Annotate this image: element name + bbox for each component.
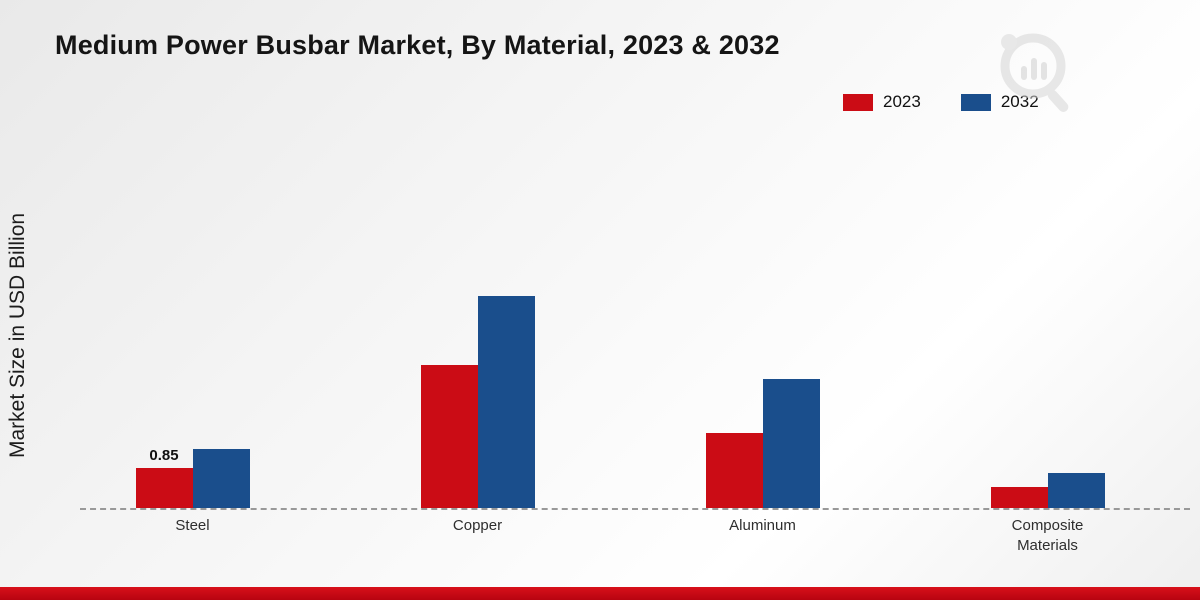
bar-group-composite-materials: Composite Materials <box>905 273 1190 554</box>
bar-group-copper: Copper <box>335 273 620 534</box>
bar-group-steel: 0.85 Steel <box>50 273 335 534</box>
bar-copper-2032 <box>477 296 535 508</box>
bar-aluminum-2023 <box>705 433 763 508</box>
bar-copper-2023 <box>420 365 478 508</box>
legend: 2023 2032 <box>843 92 1039 112</box>
bar-aluminum-2032 <box>762 379 820 508</box>
bar-composite-materials-2032 <box>1047 473 1105 508</box>
chart-title: Medium Power Busbar Market, By Material,… <box>55 30 780 60</box>
category-label-steel: Steel <box>175 517 210 534</box>
mrfr-logo-watermark <box>1000 33 1069 112</box>
category-label-copper: Copper <box>452 517 503 534</box>
legend-item-2023: 2023 <box>843 92 921 112</box>
bar-group-aluminum: Aluminum <box>620 273 905 534</box>
legend-swatch-2023 <box>843 93 873 111</box>
x-axis-baseline <box>80 508 1190 510</box>
bar-composite-materials-2023 <box>990 487 1048 508</box>
bar-steel-2023: 0.85 <box>135 447 193 508</box>
bar-steel-2032 <box>192 449 250 508</box>
category-label-composite-materials: Composite Materials <box>1011 517 1084 555</box>
legend-label-2023: 2023 <box>883 92 921 111</box>
legend-swatch-2032 <box>960 93 991 111</box>
data-label-steel-2023: 0.85 <box>149 447 179 464</box>
plot-area: 0.85 Steel Copper Aluminum Composite Materia… <box>50 273 1190 554</box>
category-label-aluminum: Aluminum <box>729 517 796 534</box>
y-axis-label: Market Size in USD Billion <box>6 212 29 458</box>
footer-red-band <box>0 587 1200 600</box>
